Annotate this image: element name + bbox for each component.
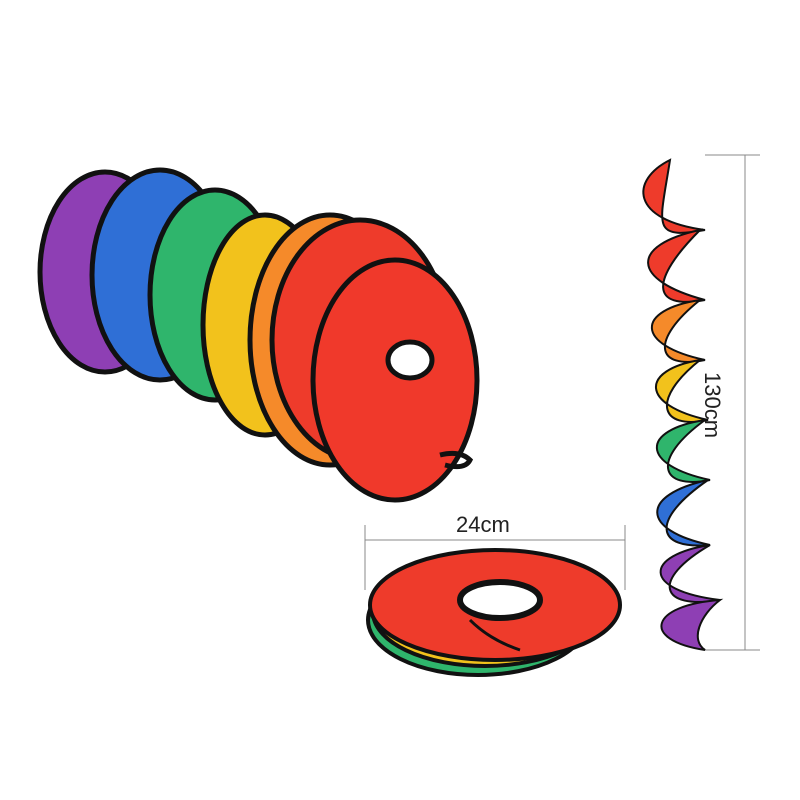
spiral-tail xyxy=(642,158,724,651)
folded-spinner xyxy=(366,548,622,677)
width-label: 24cm xyxy=(456,512,510,537)
width-dimension-line xyxy=(364,525,626,590)
length-dimension-line xyxy=(705,154,760,651)
coiled-spinner xyxy=(37,167,480,503)
length-label: 130cm xyxy=(700,372,725,439)
